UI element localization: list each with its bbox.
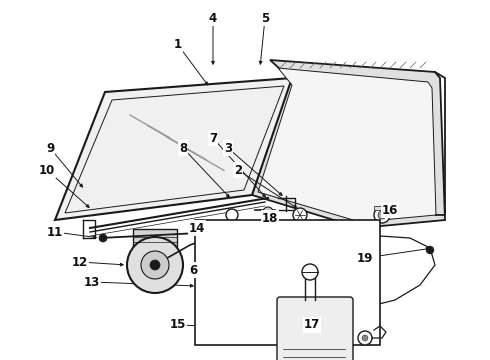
Circle shape	[374, 207, 390, 223]
Polygon shape	[55, 78, 292, 220]
Circle shape	[141, 251, 169, 279]
Text: 12: 12	[72, 256, 88, 269]
Text: 1: 1	[174, 39, 182, 51]
Text: 11: 11	[47, 225, 63, 238]
Circle shape	[358, 331, 372, 345]
Polygon shape	[252, 60, 445, 228]
Text: 7: 7	[209, 131, 217, 144]
Bar	[195, 220, 380, 345]
Text: 2: 2	[234, 163, 242, 176]
Circle shape	[293, 208, 307, 222]
Text: 6: 6	[189, 264, 197, 276]
Bar	[374, 206, 390, 210]
Text: 17: 17	[304, 319, 320, 332]
Circle shape	[226, 209, 238, 221]
Circle shape	[328, 231, 342, 245]
FancyBboxPatch shape	[277, 297, 353, 360]
Polygon shape	[258, 68, 436, 222]
Circle shape	[426, 246, 434, 254]
Text: 16: 16	[382, 203, 398, 216]
Circle shape	[127, 237, 183, 293]
Circle shape	[99, 234, 107, 242]
Text: 15: 15	[170, 319, 186, 332]
Text: 3: 3	[224, 141, 232, 154]
Text: 19: 19	[357, 252, 373, 265]
Circle shape	[205, 233, 215, 243]
Text: 10: 10	[39, 163, 55, 176]
Circle shape	[256, 256, 274, 274]
Circle shape	[362, 335, 368, 341]
Text: 8: 8	[179, 141, 187, 154]
Text: 13: 13	[84, 275, 100, 288]
Text: 14: 14	[189, 221, 205, 234]
Bar	[133, 229, 177, 247]
Text: 5: 5	[261, 12, 269, 24]
Circle shape	[378, 211, 386, 219]
Text: 9: 9	[46, 141, 54, 154]
Text: 4: 4	[209, 12, 217, 24]
Circle shape	[263, 207, 273, 217]
Circle shape	[302, 264, 318, 280]
Circle shape	[313, 235, 323, 245]
Text: 18: 18	[262, 211, 278, 225]
Circle shape	[332, 235, 338, 241]
Circle shape	[150, 260, 160, 270]
